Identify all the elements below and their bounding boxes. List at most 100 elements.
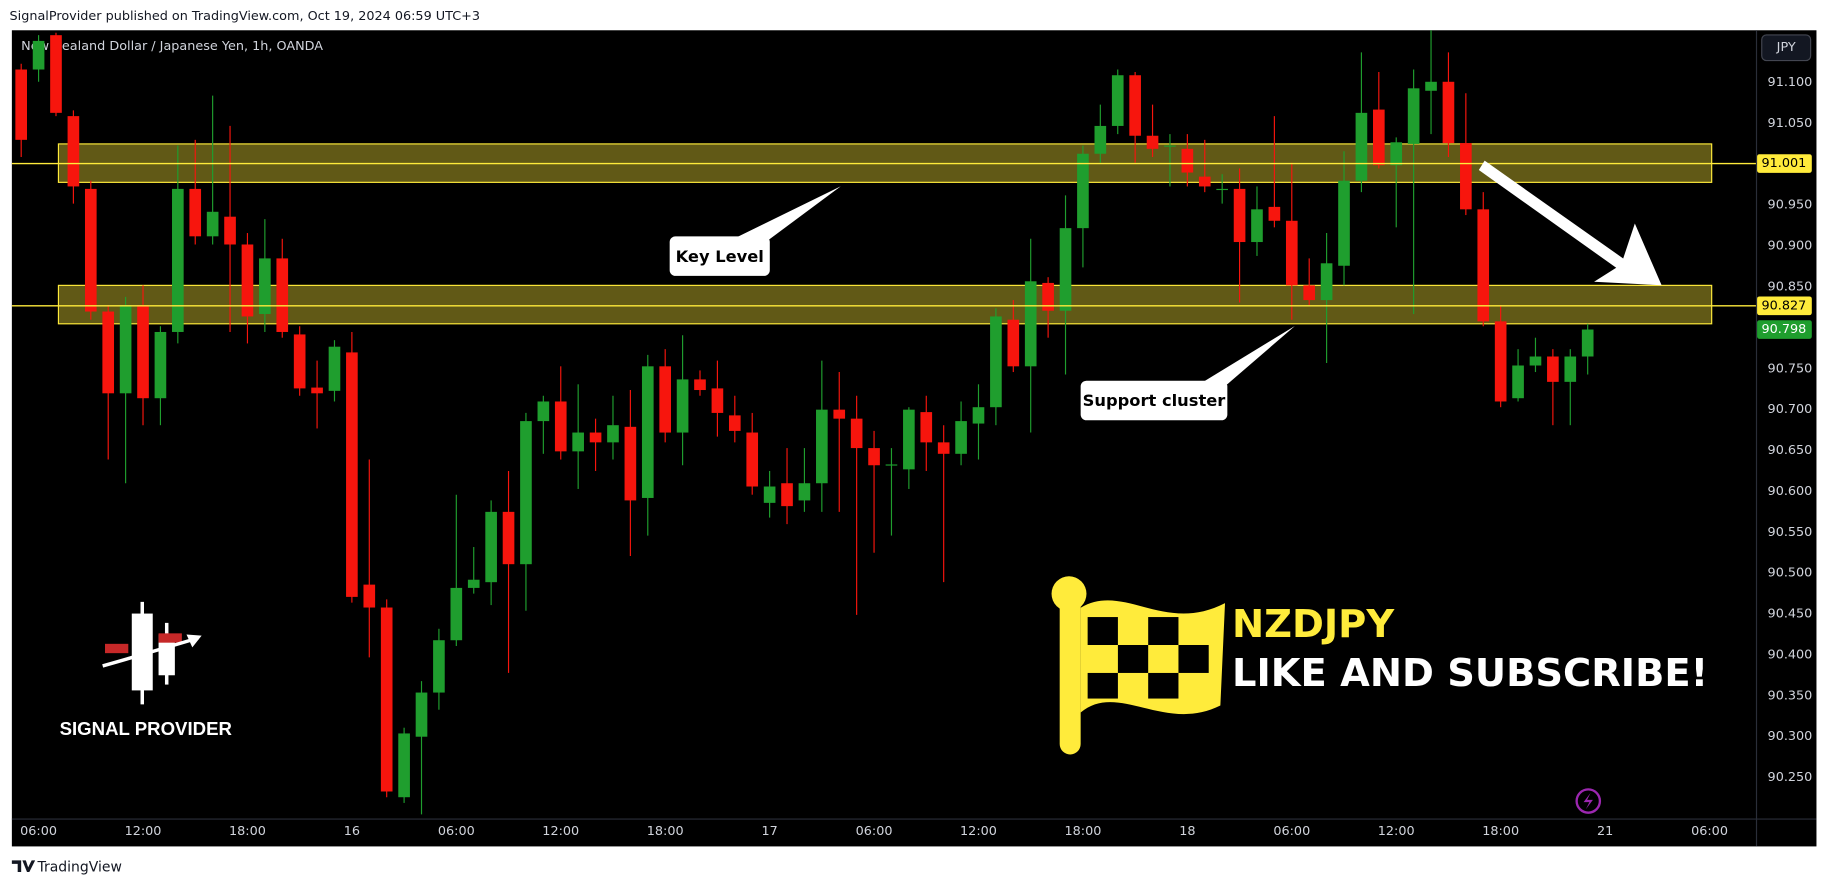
x-tick-label: 12:00	[1378, 824, 1415, 839]
candle-body	[572, 432, 584, 452]
candle-body	[1198, 176, 1211, 187]
candle-body	[1303, 285, 1316, 301]
candle-body	[1094, 125, 1107, 154]
candle-body	[1129, 75, 1141, 136]
candle-body	[868, 448, 880, 466]
annotation: Key Level	[676, 247, 764, 266]
candle-body	[1111, 75, 1124, 126]
candle-body	[1390, 142, 1403, 166]
y-tick-label: 90.900	[1768, 239, 1813, 254]
candle-body	[502, 511, 515, 565]
candle-body	[137, 304, 149, 399]
x-tick-label: 18:00	[1482, 824, 1519, 839]
direction-arrow	[1478, 160, 1662, 286]
candle-body	[485, 511, 497, 583]
candle-body	[1216, 188, 1228, 191]
candle-body	[676, 379, 689, 433]
candle-body	[84, 188, 97, 312]
y-tick-label: 90.950	[1768, 198, 1813, 213]
candle-body	[1494, 321, 1507, 402]
candle-body	[241, 244, 254, 317]
candle-body	[1338, 180, 1350, 266]
candle-body	[641, 366, 654, 498]
candle-body	[1581, 329, 1594, 357]
candle-body	[311, 387, 323, 394]
y-tick-label: 90.700	[1768, 402, 1813, 417]
candle-body	[224, 216, 236, 245]
candle-body	[1442, 81, 1455, 144]
candle-body	[467, 579, 480, 588]
candle-body	[1355, 112, 1368, 181]
candle-body	[990, 316, 1002, 408]
candle-body	[816, 409, 828, 484]
x-tick-label: 06:00	[856, 824, 893, 839]
candle-body	[206, 211, 219, 237]
x-tick-label: 21	[1597, 824, 1613, 839]
candle-body	[276, 258, 289, 332]
candle-body	[67, 116, 80, 187]
x-tick-label: 06:00	[1691, 824, 1728, 839]
candle-body	[433, 640, 445, 693]
candle-body	[607, 425, 619, 443]
key-zone	[57, 284, 1713, 325]
price-label: 90.827	[1761, 298, 1806, 313]
candle-body	[955, 421, 967, 454]
currency-label: JPY	[1776, 40, 1796, 55]
candle-body	[259, 258, 271, 314]
call-to-action: LIKE AND SUBSCRIBE!	[1232, 651, 1708, 696]
candle-body	[746, 432, 759, 487]
price-label: 91.001	[1761, 156, 1806, 171]
candle-body	[1146, 135, 1159, 149]
candle-body	[659, 366, 672, 433]
annotation: Support cluster	[1083, 391, 1226, 410]
x-tick-label: 17	[761, 824, 777, 839]
candle-body	[154, 331, 167, 399]
y-tick-label: 90.250	[1768, 770, 1813, 785]
candle-body	[589, 432, 602, 443]
alert-icon[interactable]	[1575, 788, 1602, 814]
y-tick-label: 90.400	[1768, 647, 1813, 662]
symbol-watermark: NZDJPY	[1232, 602, 1395, 647]
candle-body	[1077, 153, 1089, 229]
footer-brand: TradingView	[36, 859, 121, 875]
candle-body	[554, 401, 567, 452]
callout-box	[669, 236, 770, 276]
callout-box	[1080, 380, 1228, 421]
candle-body	[1529, 356, 1542, 366]
candle-body	[1512, 365, 1524, 399]
publisher-line: SignalProvider published on TradingView.…	[10, 9, 480, 24]
x-tick-label: 06:00	[1273, 824, 1310, 839]
candle-body	[520, 421, 532, 565]
x-tick-label: 16	[344, 824, 360, 839]
candle-body	[937, 442, 950, 454]
y-tick-label: 90.600	[1768, 484, 1813, 499]
candle-body	[1164, 145, 1176, 147]
candle-body	[1251, 209, 1263, 243]
candle-body	[711, 388, 724, 413]
currency-button[interactable]	[1761, 34, 1812, 62]
y-tick-label: 90.300	[1768, 729, 1813, 744]
candle-body	[781, 483, 793, 507]
x-tick-label: 18:00	[229, 824, 266, 839]
candle-body	[537, 401, 550, 422]
y-tick-label: 91.050	[1768, 116, 1813, 131]
candle-body	[1268, 206, 1281, 221]
candle-body	[798, 483, 811, 501]
candle-body	[833, 409, 846, 419]
y-tick-label: 90.350	[1768, 688, 1813, 703]
candle-body	[728, 415, 741, 431]
candle-body	[172, 188, 184, 332]
footer-logo	[11, 860, 36, 873]
candle-body	[1564, 356, 1577, 382]
y-tick-label: 90.550	[1768, 525, 1813, 540]
candle-body	[398, 733, 410, 798]
candle-body	[1320, 263, 1333, 301]
candle-body	[920, 412, 933, 443]
candle-body	[102, 311, 115, 394]
candle-body	[1477, 209, 1490, 322]
price-label-box	[1757, 296, 1812, 316]
candle-body	[1372, 109, 1385, 166]
x-tick-label: 12:00	[542, 824, 579, 839]
candle-body	[1181, 148, 1194, 173]
flag-icon	[1051, 576, 1226, 755]
